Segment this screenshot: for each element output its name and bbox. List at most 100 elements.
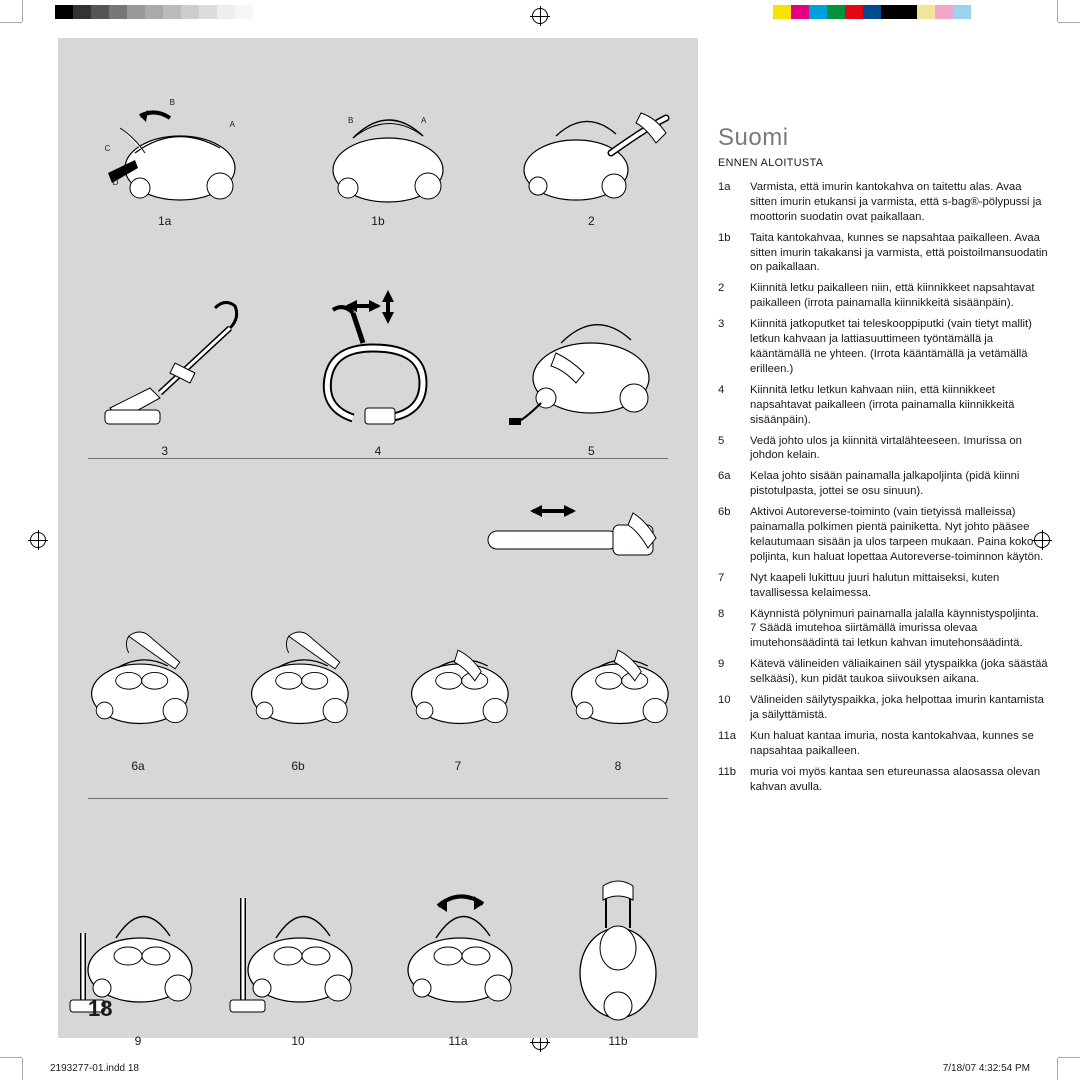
swatch (127, 5, 145, 19)
swatch (827, 5, 845, 19)
instruction-item: 11aKun haluat kantaa imuria, nosta kanto… (718, 729, 1048, 759)
instruction-item: 4Kiinnitä letku letkun kahvaan niin, ett… (718, 383, 1048, 428)
swatch (863, 5, 881, 19)
figure-2: 2 (506, 98, 676, 228)
swatch (145, 5, 163, 19)
figure-9: 9 (68, 878, 208, 1048)
instruction-number: 2 (718, 281, 740, 311)
figure-6a-label: 6a (131, 759, 144, 773)
figure-3-label: 3 (161, 444, 168, 458)
section-subhead: ENNEN ALOITUSTA (718, 156, 1048, 170)
swatch (235, 5, 253, 19)
figure-7-label: 7 (455, 759, 462, 773)
instruction-item: 6aKelaa johto sisään painamalla jalkapol… (718, 469, 1048, 499)
instruction-text: Varmista, että imurin kantokahva on tait… (750, 180, 1048, 225)
swatch (91, 5, 109, 19)
instruction-text: Kiinnitä letku paikalleen niin, että kii… (750, 281, 1048, 311)
swatch (217, 5, 235, 19)
swatch (935, 5, 953, 19)
figure-11b: 11b (548, 878, 688, 1048)
figure-row-1: B A C D 1a B A (58, 98, 698, 228)
instruction-text: Kun haluat kantaa imuria, nosta kantokah… (750, 729, 1048, 759)
figure-3: 3 (80, 288, 250, 458)
figure-5-label: 5 (588, 444, 595, 458)
instruction-number: 10 (718, 693, 740, 723)
figure-1b-label-a: A (421, 116, 426, 125)
figure-row-3: 6a 6b 7 8 (58, 493, 698, 773)
text-column: Suomi ENNEN ALOITUSTA 1aVarmista, että i… (718, 122, 1048, 801)
swatch (163, 5, 181, 19)
instruction-text: Käynnistä pölynimuri painamalla jalalla … (750, 607, 1048, 652)
instruction-number: 3 (718, 317, 740, 377)
instruction-item: 2 Kiinnitä letku paikalleen niin, että ki… (718, 281, 1048, 311)
figure-10: 10 (228, 878, 368, 1048)
instruction-text: Taita kantokahvaa, kunnes se napsahtaa p… (750, 231, 1048, 276)
instruction-item: 3Kiinnitä jatkoputket tai teleskooppiput… (718, 317, 1048, 377)
figure-4: 4 (293, 288, 463, 458)
figure-8: 8 (553, 603, 683, 773)
illustration-panel: B A C D 1a B A (58, 38, 698, 1038)
figure-1b: B A 1b (293, 98, 463, 228)
instruction-text: Kelaa johto sisään painamalla jalkapolji… (750, 469, 1048, 499)
figure-11a-label: 11a (448, 1034, 467, 1048)
figure-tube-detail (478, 493, 668, 583)
figure-1b-label: 1b (371, 214, 384, 228)
footer: 2193277-01.indd 18 7/18/07 4:32:54 PM (50, 1063, 1030, 1074)
figure-1a-label-b: B (170, 98, 175, 107)
figure-1a-label-c: C (105, 144, 111, 153)
instruction-number: 9 (718, 657, 740, 687)
instruction-list: 1aVarmista, että imurin kantokahva on ta… (718, 180, 1048, 795)
instruction-number: 1a (718, 180, 740, 225)
instruction-text: Kiinnitä jatkoputket tai teleskooppiputk… (750, 317, 1048, 377)
figure-row-2: 3 (58, 288, 698, 458)
instruction-item: 1bTaita kantokahvaa, kunnes se napsahtaa… (718, 231, 1048, 276)
instruction-item: 11b muria voi myös kantaa sen etureunassa… (718, 765, 1048, 795)
figure-1a-label-d: D (113, 178, 119, 187)
swatch (917, 5, 935, 19)
swatch (289, 5, 307, 19)
swatch (199, 5, 217, 19)
swatch (55, 5, 73, 19)
crop-mark (0, 22, 22, 23)
crop-mark (22, 0, 23, 22)
figure-6b-label: 6b (291, 759, 304, 773)
instruction-number: 11b (718, 765, 740, 795)
figure-3-image (80, 288, 250, 438)
figure-10-image (228, 878, 368, 1028)
figure-5-image (506, 288, 676, 438)
figure-6b-image (233, 603, 363, 753)
figure-11a: 11a (388, 878, 528, 1048)
figure-1a-label: 1a (158, 214, 171, 228)
swatch (73, 5, 91, 19)
swatch (971, 5, 989, 19)
instruction-item: 8Käynnistä pölynimuri painamalla jalalla… (718, 607, 1048, 652)
swatch (181, 5, 199, 19)
figure-1a-label-a: A (230, 120, 235, 129)
figure-1b-image: B A (293, 98, 463, 208)
language-title: Suomi (718, 122, 1048, 154)
page: B A C D 1a B A (28, 28, 1052, 1052)
crop-mark (22, 1058, 23, 1080)
swatch (899, 5, 917, 19)
instruction-item: 5Vedä johto ulos ja kiinnitä virtalähtee… (718, 434, 1048, 464)
figure-2-label: 2 (588, 214, 595, 228)
figure-2-image (506, 98, 676, 208)
instruction-number: 8 (718, 607, 740, 652)
instruction-text: muria voi myös kantaa sen etureunassa al… (750, 765, 1048, 795)
footer-timestamp: 7/18/07 4:32:54 PM (943, 1063, 1030, 1074)
swatch (809, 5, 827, 19)
printer-colorbar-left (55, 5, 307, 19)
instruction-item: 10Välineiden säilytyspaikka, joka helpot… (718, 693, 1048, 723)
figure-7-image (393, 603, 523, 753)
figure-row-4: 9 10 11a (58, 878, 698, 1048)
crop-mark (1057, 1058, 1058, 1080)
figure-6a-image (73, 603, 203, 753)
crop-mark (0, 1057, 22, 1058)
swatch (845, 5, 863, 19)
instruction-number: 4 (718, 383, 740, 428)
crop-mark (1058, 1057, 1080, 1058)
registration-mark-top (532, 8, 548, 24)
swatch (271, 5, 289, 19)
figure-8-image (553, 603, 683, 753)
instruction-text: Aktivoi Autoreverse-toiminto (vain tiety… (750, 505, 1048, 565)
